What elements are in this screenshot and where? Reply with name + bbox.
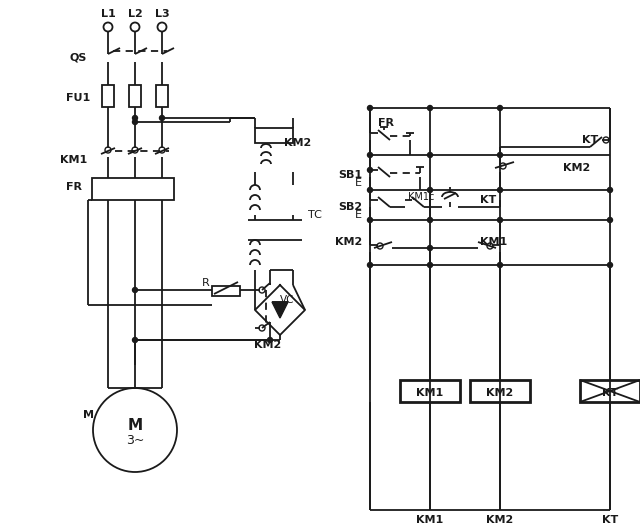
Text: SB2: SB2	[338, 202, 362, 212]
Text: KM1: KM1	[417, 515, 444, 525]
Text: KM1c: KM1c	[408, 192, 435, 202]
Text: KT: KT	[582, 135, 598, 145]
Circle shape	[428, 153, 433, 157]
Text: TC: TC	[308, 210, 322, 220]
Text: FU1: FU1	[66, 93, 90, 103]
Bar	[102, 85, 114, 107]
Text: KM2: KM2	[335, 237, 362, 247]
Text: VC: VC	[280, 295, 294, 305]
Text: KT: KT	[602, 388, 618, 398]
Text: KM2: KM2	[563, 163, 590, 173]
Bar	[92, 178, 174, 200]
Circle shape	[607, 262, 612, 268]
Circle shape	[367, 105, 372, 111]
Circle shape	[607, 218, 612, 222]
Text: M: M	[127, 418, 143, 433]
Text: R: R	[202, 278, 210, 288]
Text: L1: L1	[100, 9, 115, 19]
Circle shape	[367, 262, 372, 268]
Circle shape	[497, 187, 502, 193]
Circle shape	[497, 105, 502, 111]
Circle shape	[132, 115, 138, 121]
Text: KM2: KM2	[486, 515, 514, 525]
Circle shape	[367, 168, 372, 172]
Bar	[212, 286, 240, 296]
Text: KM2: KM2	[486, 388, 514, 398]
Circle shape	[607, 187, 612, 193]
Text: KM1: KM1	[60, 155, 88, 165]
Text: L2: L2	[127, 9, 142, 19]
Circle shape	[159, 115, 164, 121]
Circle shape	[428, 218, 433, 222]
Circle shape	[497, 218, 502, 222]
Circle shape	[132, 120, 138, 124]
Text: E: E	[355, 210, 362, 220]
Bar	[580, 380, 640, 402]
Bar	[255, 128, 293, 143]
Text: FR: FR	[66, 182, 82, 192]
Bar	[129, 85, 141, 107]
Circle shape	[367, 153, 372, 157]
Circle shape	[428, 105, 433, 111]
Polygon shape	[272, 302, 288, 318]
Bar	[470, 380, 530, 402]
Text: E: E	[355, 178, 362, 188]
Circle shape	[268, 337, 273, 343]
Circle shape	[428, 245, 433, 251]
Text: KT: KT	[602, 515, 618, 525]
Circle shape	[428, 187, 433, 193]
Circle shape	[367, 187, 372, 193]
Text: FR: FR	[378, 118, 394, 128]
Circle shape	[497, 153, 502, 157]
Text: KM1: KM1	[480, 237, 508, 247]
Circle shape	[132, 337, 138, 343]
Text: KM2: KM2	[254, 340, 282, 350]
Text: 3~: 3~	[126, 434, 144, 446]
Text: SB1: SB1	[338, 170, 362, 180]
Bar	[156, 85, 168, 107]
Text: L3: L3	[155, 9, 170, 19]
Text: KT: KT	[480, 195, 496, 205]
Circle shape	[367, 218, 372, 222]
Text: KM2: KM2	[284, 138, 311, 148]
Text: KM1: KM1	[417, 388, 444, 398]
Text: M: M	[83, 410, 93, 420]
Circle shape	[428, 262, 433, 268]
Circle shape	[497, 262, 502, 268]
Text: QS: QS	[69, 53, 86, 63]
Circle shape	[132, 287, 138, 293]
Bar	[400, 380, 460, 402]
